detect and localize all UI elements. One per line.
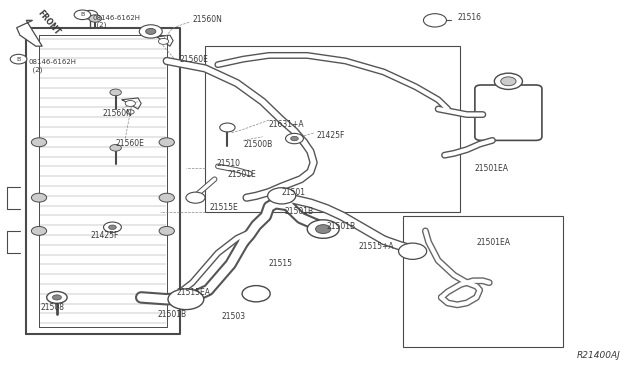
Circle shape [291, 137, 298, 141]
Text: B: B [80, 12, 84, 17]
Circle shape [110, 144, 122, 151]
Text: 21503: 21503 [221, 312, 245, 321]
Circle shape [500, 77, 516, 86]
Circle shape [159, 38, 169, 44]
Circle shape [494, 73, 522, 89]
Text: 21560E: 21560E [179, 55, 209, 64]
Text: 21560N: 21560N [103, 109, 132, 118]
Circle shape [31, 138, 47, 147]
Circle shape [125, 100, 136, 106]
Text: 21425F: 21425F [90, 231, 118, 240]
Circle shape [285, 134, 303, 144]
Text: FRONT: FRONT [36, 9, 61, 37]
Text: 21508: 21508 [41, 303, 65, 312]
Text: 21501B: 21501B [285, 207, 314, 216]
Circle shape [186, 192, 205, 203]
Circle shape [159, 227, 174, 235]
Text: 21500B: 21500B [243, 140, 273, 150]
Text: 08146-6162H
  (2): 08146-6162H (2) [28, 59, 76, 73]
Circle shape [74, 10, 91, 20]
Circle shape [268, 188, 296, 204]
Circle shape [316, 225, 331, 234]
Text: B: B [17, 57, 20, 62]
Circle shape [127, 110, 134, 114]
Circle shape [89, 15, 102, 22]
Circle shape [109, 225, 116, 230]
Circle shape [159, 138, 174, 147]
Circle shape [47, 292, 67, 303]
Circle shape [140, 25, 163, 38]
Circle shape [159, 193, 174, 202]
Text: 21560E: 21560E [116, 138, 145, 148]
Text: 08146-6162H
  (2): 08146-6162H (2) [92, 15, 140, 28]
Text: 21510: 21510 [216, 159, 241, 168]
Text: 21631+A: 21631+A [269, 120, 305, 129]
Polygon shape [17, 20, 42, 46]
Circle shape [424, 14, 447, 27]
Circle shape [52, 295, 61, 300]
Circle shape [399, 243, 427, 259]
Text: R21400AJ: R21400AJ [577, 351, 620, 360]
Circle shape [10, 54, 27, 64]
Text: 21501EA: 21501EA [476, 238, 511, 247]
Circle shape [31, 193, 47, 202]
Circle shape [104, 222, 122, 232]
Bar [205, 46, 461, 212]
Text: 21560N: 21560N [192, 15, 222, 24]
FancyBboxPatch shape [475, 85, 542, 140]
Circle shape [83, 10, 98, 19]
Circle shape [307, 220, 339, 238]
Text: 21501: 21501 [282, 189, 306, 198]
Text: 21515EA: 21515EA [176, 288, 211, 297]
Text: 21501B: 21501B [157, 310, 186, 319]
Text: 21515: 21515 [269, 259, 293, 267]
Text: 21501B: 21501B [326, 222, 355, 231]
Text: 21515+A: 21515+A [358, 242, 394, 251]
Circle shape [242, 286, 270, 302]
Text: 21516: 21516 [458, 13, 481, 22]
Circle shape [110, 89, 122, 96]
Bar [403, 216, 563, 347]
Text: 21425F: 21425F [317, 131, 345, 140]
Circle shape [31, 227, 47, 235]
Circle shape [220, 123, 235, 132]
Circle shape [146, 29, 156, 34]
Text: 21501E: 21501E [227, 170, 256, 179]
Text: 21501EA: 21501EA [474, 164, 509, 173]
Text: 21515E: 21515E [209, 203, 238, 212]
Circle shape [168, 289, 204, 310]
